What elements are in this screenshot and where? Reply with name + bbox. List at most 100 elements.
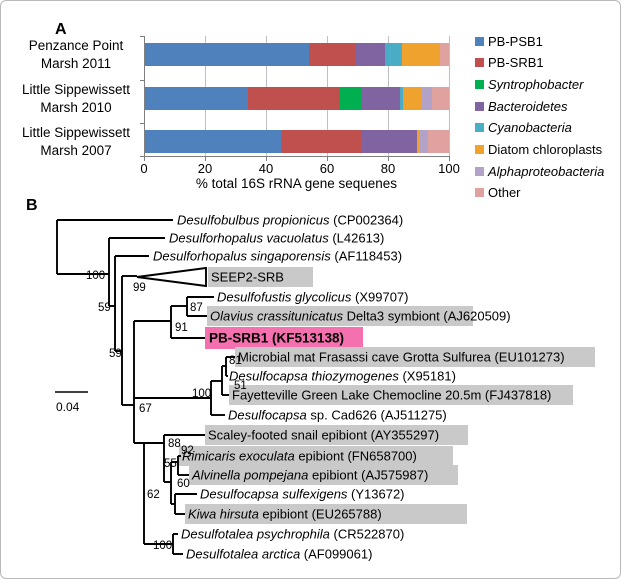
bar-segment: [432, 87, 449, 110]
y-tick: [140, 80, 144, 81]
support-value: 92: [181, 445, 194, 457]
legend-item: PB-PSB1: [475, 33, 543, 49]
category-label: Little Sippewissett Marsh 2010: [13, 81, 139, 117]
bar-segment: [308, 43, 356, 66]
x-tick: [205, 157, 206, 161]
category-label-line: Penzance Point: [28, 37, 124, 53]
x-tick-label: 60: [319, 161, 335, 176]
bar-segment: [360, 130, 417, 153]
category-label: Little Sippewissett Marsh 2007: [13, 124, 139, 160]
legend-swatch: [475, 79, 484, 89]
support-value: 62: [147, 489, 160, 501]
leaf-label: Desulfocapsa thiozymogenes (X95181): [229, 369, 456, 384]
legend-item: Other: [475, 185, 521, 201]
leaf-label: Fayetteville Green Lake Chemocline 20.5m…: [232, 388, 551, 403]
legend-label: Other: [488, 185, 521, 201]
bar-segment: [420, 130, 428, 153]
leaf-label: Scaley-footed snail epibiont (AY355297): [208, 428, 439, 443]
leaf-label: Kiwa hirsuta epibiont (EU265788): [188, 507, 382, 522]
legend-item: Syntrophobacter: [475, 76, 583, 92]
support-value: 88: [168, 438, 181, 450]
gridline: [449, 36, 450, 156]
scale-bar-label: 0.04: [56, 400, 80, 414]
bar-segment: [281, 130, 361, 153]
y-tick: [140, 123, 144, 124]
bar-segment: [416, 130, 421, 153]
leaf-highlight-gray: [179, 446, 453, 466]
legend-item: Diatom chloroplasts: [475, 142, 602, 158]
leaf-label: Microbial mat Frasassi cave Grotta Sulfu…: [238, 350, 565, 365]
support-value: 100: [153, 540, 172, 552]
y-axis-line: [144, 36, 145, 157]
y-tick: [140, 156, 144, 157]
bar-segment: [427, 130, 449, 153]
x-tick: [327, 157, 328, 161]
legend-swatch: [475, 58, 484, 68]
support-value: 55: [164, 458, 177, 470]
leaf-label: Desulforhopalus singaporensis (AF118453): [153, 249, 402, 264]
bar-row: [144, 130, 449, 153]
support-value: 100: [192, 388, 211, 400]
bar-segment: [355, 43, 385, 66]
leaf-label: Desulfocapsa sulfexigens (Y13672): [200, 487, 405, 502]
bar-segment: [384, 43, 402, 66]
bar-segment: [439, 43, 449, 66]
leaf-label: Olavius crassitunicatus Delta3 symbiont …: [210, 309, 511, 324]
legend-label: Bacteroidetes: [488, 98, 568, 114]
legend-label: PB-SRB1: [488, 55, 544, 71]
leaf-highlight-gray: [235, 347, 595, 367]
leaf-highlight-pink: [205, 327, 363, 349]
bar-segment: [360, 87, 401, 110]
support-value: 81: [229, 355, 242, 367]
legend-item: PB-SRB1: [475, 55, 544, 71]
bar-segment: [401, 43, 440, 66]
leaf-label: SEEP2-SRB: [211, 270, 284, 285]
x-tick: [388, 157, 389, 161]
legend-swatch: [475, 166, 484, 176]
legend-item: Alphaproteobacteria: [475, 163, 604, 179]
x-tick: [144, 157, 145, 161]
x-axis-line: [144, 156, 450, 157]
leaf-label: Alvinella pompejana epibiont (AJ575987): [191, 468, 428, 483]
legend-swatch: [475, 145, 484, 154]
category-label-line: Little Sippewissett: [21, 81, 131, 97]
y-tick: [140, 36, 144, 37]
legend-item: Cyanobacteria: [475, 120, 572, 136]
bar-segment: [339, 87, 361, 110]
support-value: 87: [190, 302, 203, 314]
support-value: 51: [234, 380, 247, 392]
support-value: 91: [175, 322, 188, 334]
legend-swatch: [475, 188, 484, 198]
category-label: Penzance Point Marsh 2011: [13, 37, 139, 73]
support-value: 60: [177, 478, 190, 490]
bar-segment: [247, 87, 340, 110]
bar-segment: [144, 130, 282, 153]
legend-label: Cyanobacteria: [488, 120, 572, 136]
bar-segment: [421, 87, 433, 110]
leaf-highlight-gray: [205, 425, 468, 445]
legend-label: PB-PSB1: [488, 33, 543, 49]
support-value: 67: [139, 403, 152, 415]
support-value: 100: [86, 270, 105, 282]
x-tick: [449, 157, 450, 161]
leaf-highlight-gray: [189, 465, 458, 485]
support-value: 59: [109, 348, 122, 360]
panel-b-label: B: [26, 197, 38, 214]
bar-segment: [403, 87, 422, 110]
leaf-label: Desulfobulbus propionicus (CP002364): [177, 213, 403, 228]
leaf-label: Desulfotalea arctica (AF099061): [186, 547, 372, 562]
leaf-label: Desulfocapsa sp. Cad626 (AJ511275): [228, 408, 447, 423]
leaf-label: Rimicaris exoculata epibiont (FN658700): [182, 449, 417, 464]
support-value: 59: [98, 302, 111, 314]
legend-swatch: [475, 36, 484, 46]
legend-swatch: [475, 123, 484, 133]
category-label-line: Marsh 2007: [40, 142, 112, 158]
x-tick-label: 0: [140, 161, 148, 176]
legend-label: Diatom chloroplasts: [488, 142, 603, 157]
x-tick: [266, 157, 267, 161]
chart-plot-area: [144, 36, 450, 156]
leaf-highlight-gray: [229, 385, 573, 405]
x-tick-label: 20: [197, 161, 213, 176]
leaf-highlight-gray: [207, 306, 473, 326]
